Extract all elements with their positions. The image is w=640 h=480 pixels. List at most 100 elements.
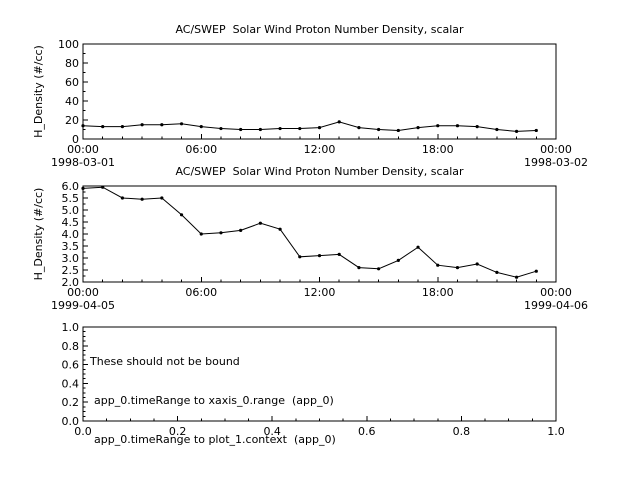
data-point <box>377 127 381 132</box>
plot-0: 00:00 06:00 12:00 18:00 00:00020406080100H_D… <box>32 38 588 169</box>
data-point <box>337 252 341 256</box>
data-point <box>337 120 341 124</box>
data-point <box>455 266 460 270</box>
y-tick-label: 0.8 <box>62 340 80 353</box>
x-tick-label: 0.0 <box>74 425 92 438</box>
y-tick-label: 100 <box>58 38 79 51</box>
y-tick-label: 5.0 <box>62 204 80 217</box>
data-point <box>101 185 105 189</box>
x-tick-label: 06:00 <box>185 286 217 299</box>
data-point <box>416 245 420 249</box>
data-point <box>317 254 322 258</box>
x-axis-end-date: 1998-03-02 <box>524 156 588 169</box>
data-point <box>436 124 440 128</box>
plot-title-middle: AC/SWEP Solar Wind Proton Number Density… <box>175 165 464 178</box>
data-point <box>278 227 282 231</box>
y-axis-title: H_Density (#/cc) <box>32 45 45 138</box>
y-tick-label: 2.5 <box>62 264 80 277</box>
data-point <box>495 127 499 132</box>
data-point <box>475 125 479 129</box>
y-tick-label: 20 <box>65 114 79 127</box>
y-tick-label: 3.5 <box>62 240 80 253</box>
data-point <box>140 197 144 201</box>
x-tick-label: 00:00 <box>540 143 572 156</box>
y-tick-label: 3.0 <box>62 252 80 265</box>
plot-2: 0.0 0.2 0.4 0.6 0.8 1.0 0.0 0.2 0.4 0.6 0.8 1.0 <box>62 321 565 438</box>
data-point <box>239 228 243 232</box>
data-point <box>534 269 538 273</box>
y-tick-label: 5.5 <box>62 192 80 205</box>
data-point <box>199 232 203 236</box>
x-tick-label: 00:00 <box>540 286 572 299</box>
x-tick-label: 12:00 <box>304 143 336 156</box>
data-point <box>416 126 420 130</box>
data-point <box>396 128 400 133</box>
data-point <box>81 186 85 190</box>
y-tick-label: 0.6 <box>62 359 80 372</box>
data-point <box>514 275 519 279</box>
data-line <box>82 186 537 278</box>
x-tick-label: 00:00 <box>67 143 99 156</box>
data-point <box>258 127 262 132</box>
data-point <box>377 267 381 271</box>
x-tick-label: 1.0 <box>547 425 565 438</box>
data-point <box>219 231 223 235</box>
data-point <box>298 126 302 131</box>
data-point <box>514 129 519 133</box>
y-tick-label: 4.5 <box>62 216 80 229</box>
annotation-line: These should not be bound <box>90 355 240 368</box>
data-point <box>357 266 361 270</box>
y-tick-label: 2.0 <box>62 276 80 289</box>
data-point <box>436 263 440 267</box>
y-tick-label: 60 <box>65 76 79 89</box>
data-point <box>534 128 538 133</box>
x-tick-label: 0.8 <box>453 425 471 438</box>
x-axis-start-date: 1999-04-05 <box>51 299 115 312</box>
x-tick-label: 0.4 <box>263 425 281 438</box>
data-point <box>160 123 164 127</box>
data-point <box>120 125 125 129</box>
data-point <box>357 126 361 130</box>
y-tick-label: 80 <box>65 57 79 70</box>
data-point <box>258 221 262 225</box>
data-point <box>239 127 243 132</box>
data-point <box>179 122 184 126</box>
plot-title-top: AC/SWEP Solar Wind Proton Number Density… <box>175 23 464 36</box>
x-tick-label: 18:00 <box>422 286 454 299</box>
y-tick-label: 40 <box>65 95 79 108</box>
annotation-line: app_0.timeRange to xaxis_0.range (app_0) <box>94 394 334 407</box>
data-point <box>298 255 302 259</box>
data-point <box>120 196 125 200</box>
data-point <box>160 196 164 200</box>
annotation-line: app_0.timeRange to plot_1.context (app_0… <box>94 433 336 446</box>
y-tick-label: 4.0 <box>62 228 80 241</box>
data-point <box>81 124 85 128</box>
y-tick-label: 0.4 <box>62 377 80 390</box>
data-point <box>140 123 144 127</box>
x-tick-label: 06:00 <box>185 143 217 156</box>
binding-annotations: These should not be bound app_0.timeRang… <box>90 329 336 472</box>
y-tick-label: 1.0 <box>62 321 80 334</box>
x-tick-label: 00:00 <box>67 286 99 299</box>
y-tick-label: 0.2 <box>62 396 80 409</box>
x-axis-start-date: 1998-03-01 <box>51 156 115 169</box>
data-point <box>455 124 460 128</box>
data-point <box>475 262 479 266</box>
plot-area[interactable] <box>82 326 557 422</box>
plot-1: 00:00 06:00 12:00 18:00 00:002.02.53.03.54.0… <box>32 180 588 312</box>
data-point <box>278 126 282 131</box>
data-point <box>199 125 203 129</box>
data-point <box>317 126 322 130</box>
x-tick-label: 0.2 <box>169 425 187 438</box>
data-point <box>179 213 184 217</box>
data-point <box>101 125 105 129</box>
data-point <box>495 270 499 274</box>
x-tick-label: 12:00 <box>304 286 336 299</box>
x-tick-label: 18:00 <box>422 143 454 156</box>
y-tick-label: 6.0 <box>62 180 80 193</box>
y-tick-label: 0 <box>72 133 79 146</box>
data-point <box>396 258 400 262</box>
y-axis-title: H_Density (#/cc) <box>32 188 45 281</box>
